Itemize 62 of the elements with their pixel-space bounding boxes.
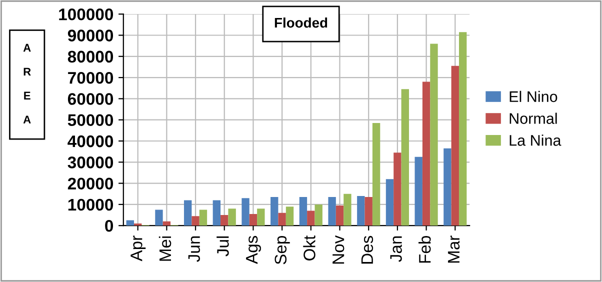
x-tick-label: Des xyxy=(361,236,374,264)
y-tick-label: 60000 xyxy=(68,93,114,105)
bar xyxy=(344,194,352,226)
bar xyxy=(228,208,236,226)
x-tick-label: Sep xyxy=(274,236,290,264)
bar xyxy=(126,220,134,226)
bar xyxy=(458,32,467,226)
bar xyxy=(328,197,336,226)
x-tick-label: Jan xyxy=(390,236,402,262)
bar xyxy=(270,197,278,226)
y-tick-label: 90000 xyxy=(68,30,114,42)
y-tick-label: 30000 xyxy=(68,156,114,168)
bar xyxy=(364,197,372,226)
legend-label: Normal xyxy=(510,112,557,124)
bar xyxy=(451,66,459,226)
y-tick-label: 10000 xyxy=(68,198,114,211)
y-tick-label: 70000 xyxy=(68,72,114,84)
y-tick-label: 40000 xyxy=(68,135,114,148)
y-tick-label: 20000 xyxy=(68,178,114,190)
y-tick-label: 100000 xyxy=(59,8,114,20)
bar xyxy=(199,210,208,226)
bar xyxy=(444,148,452,226)
y-tick-label: 80000 xyxy=(68,50,114,63)
x-tick-label: Ags xyxy=(246,236,261,264)
y-tick-label: 0 xyxy=(105,220,114,232)
bar xyxy=(372,123,380,226)
bar xyxy=(386,179,394,226)
x-tick-label: Mar xyxy=(448,236,460,263)
bar xyxy=(357,196,365,226)
legend-label: El Nino xyxy=(510,90,558,102)
bar xyxy=(249,214,258,226)
y-tick-label: 50000 xyxy=(68,114,114,126)
bar xyxy=(422,82,430,226)
bar xyxy=(220,215,228,226)
text: AREA xyxy=(23,44,31,124)
bar xyxy=(242,198,250,226)
bar xyxy=(414,156,422,226)
bar xyxy=(155,210,163,226)
bar xyxy=(394,152,402,226)
bar xyxy=(286,206,294,226)
x-tick-label: Nov xyxy=(332,235,344,264)
bar xyxy=(162,221,171,226)
bar xyxy=(299,197,308,226)
bar xyxy=(192,216,200,226)
bar xyxy=(401,89,409,226)
bar xyxy=(184,200,192,226)
bar xyxy=(212,200,221,226)
chart-title: Flooded xyxy=(274,17,328,28)
bar xyxy=(314,204,322,226)
bar xyxy=(134,223,142,226)
x-tick-label: Okt xyxy=(303,235,316,260)
bar xyxy=(430,44,438,226)
legend-label: La Nina xyxy=(510,134,562,146)
x-tick-label: Jul xyxy=(216,236,229,256)
x-tick-label: Mei xyxy=(158,236,172,261)
x-tick-label: Feb xyxy=(418,236,431,263)
x-tick-label: Jun xyxy=(188,236,200,262)
x-tick-label: Apr xyxy=(130,236,146,262)
bar xyxy=(307,210,315,226)
bar xyxy=(278,212,286,226)
bar xyxy=(336,206,344,226)
bar xyxy=(257,208,265,226)
